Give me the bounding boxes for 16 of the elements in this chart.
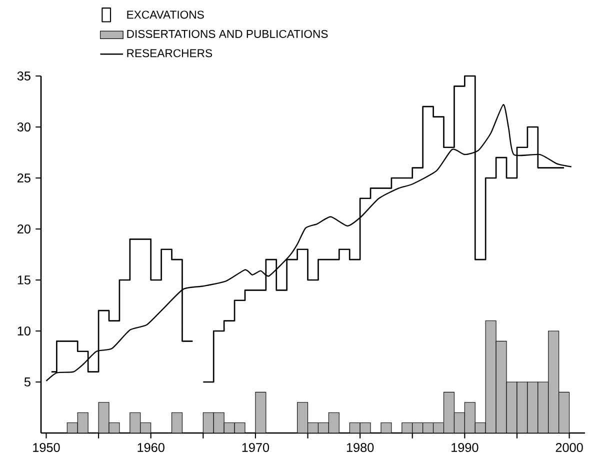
y-tick-label: 20 [18, 224, 30, 234]
y-tick-label: 30 [17, 122, 30, 132]
x-tick-label: 2000 [556, 443, 583, 452]
legend-label: EXCAVATIONS [127, 10, 204, 19]
y-tick-label: 35 [17, 72, 30, 80]
y-tick-label: 25 [18, 174, 30, 182]
y-tick-label: 15 [18, 276, 30, 284]
y-tick-label: 5 [24, 378, 30, 386]
legend-label: DISSERTATIONS AND PUBLICATIONS [127, 30, 328, 38]
x-tick-label: 1980 [346, 443, 374, 452]
x-tick-label: 1950 [33, 443, 60, 452]
x-tick-label: 1960 [138, 443, 164, 452]
y-tick-label: 10 [18, 326, 30, 336]
x-tick-label: 1970 [242, 443, 270, 452]
x-tick-label: 1990 [452, 443, 478, 452]
legend-label: RESEARCHERS [127, 49, 212, 58]
